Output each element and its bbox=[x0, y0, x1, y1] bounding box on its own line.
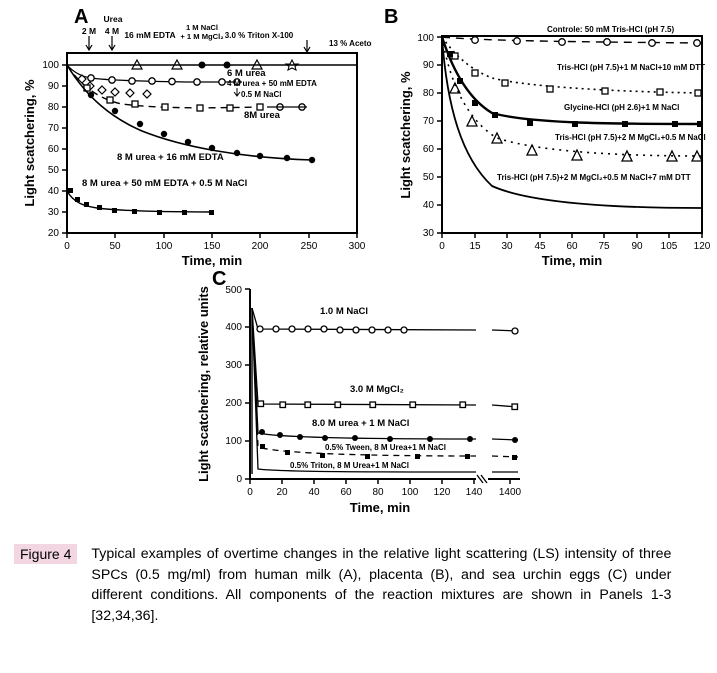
svg-text:Controle: 50 mM Tris-HCl (pH 7: Controle: 50 mM Tris-HCl (pH 7.5) bbox=[547, 25, 674, 34]
svg-text:400: 400 bbox=[225, 322, 242, 333]
svg-text:75: 75 bbox=[598, 241, 610, 252]
svg-text:250: 250 bbox=[301, 241, 318, 252]
svg-text:1 M NaCl: 1 M NaCl bbox=[186, 23, 218, 32]
svg-text:0: 0 bbox=[236, 474, 242, 485]
svg-text:500: 500 bbox=[225, 285, 242, 296]
svg-text:80: 80 bbox=[372, 487, 384, 498]
svg-text:50: 50 bbox=[48, 165, 60, 176]
svg-text:8 M urea + 50 mM EDTA + 0.5 M: 8 M urea + 50 mM EDTA + 0.5 M NaCl bbox=[82, 178, 247, 189]
svg-text:200: 200 bbox=[252, 241, 269, 252]
svg-text:40: 40 bbox=[48, 186, 60, 197]
svg-text:0: 0 bbox=[64, 241, 70, 252]
svg-text:6 M urea: 6 M urea bbox=[227, 68, 266, 79]
svg-text:100: 100 bbox=[156, 241, 173, 252]
chart-c: 0 100 200 300 400 500 0 20 40 60 80 100 … bbox=[180, 274, 540, 519]
svg-text:4 M: 4 M bbox=[105, 26, 119, 36]
svg-text:300: 300 bbox=[349, 241, 366, 252]
svg-text:40: 40 bbox=[308, 487, 320, 498]
svg-text:120: 120 bbox=[694, 241, 711, 252]
xlabel-b: Time, min bbox=[542, 253, 603, 268]
svg-text:15: 15 bbox=[469, 241, 481, 252]
chart-a: 20 30 40 50 60 70 80 90 100 0 50 100 150… bbox=[12, 8, 372, 268]
arrows-a: Urea 2 M 4 M 16 mM EDTA 1 M NaCl + 1 M M… bbox=[82, 14, 372, 52]
svg-text:13 % Acetonitril: 13 % Acetonitril bbox=[329, 39, 372, 48]
svg-text:Urea: Urea bbox=[104, 14, 123, 24]
svg-text:60: 60 bbox=[340, 487, 352, 498]
panel-label-c: C bbox=[212, 268, 226, 291]
chart-b: 30 40 50 60 70 80 90 100 0 15 30 45 60 7… bbox=[392, 8, 712, 268]
series-glycine: Glycine-HCl (pH 2.6)+1 M NaCl bbox=[442, 37, 703, 127]
series-3m-mgcl2: 3.0 M MgCl₂ bbox=[252, 308, 518, 410]
svg-text:100: 100 bbox=[42, 60, 59, 71]
svg-text:4 M urea + 50 mM EDTA: 4 M urea + 50 mM EDTA bbox=[227, 79, 317, 88]
svg-text:8M urea: 8M urea bbox=[244, 110, 281, 121]
ylabel-c: Light scatchering, relative units bbox=[196, 286, 211, 482]
ylabel-b: Light scatchering, % bbox=[398, 71, 413, 199]
svg-text:90: 90 bbox=[423, 60, 435, 71]
svg-text:1.0 M NaCl: 1.0 M NaCl bbox=[320, 306, 368, 317]
panel-c: C 0 100 200 300 400 500 0 20 40 60 80 10… bbox=[180, 274, 540, 534]
svg-text:40: 40 bbox=[423, 200, 435, 211]
svg-text:Tris-HCl (pH 7.5)+2 M MgCl₂+0.: Tris-HCl (pH 7.5)+2 M MgCl₂+0.5 M NaCl bbox=[555, 133, 706, 142]
svg-text:0.5% Triton, 8 M Urea+1 M NaCl: 0.5% Triton, 8 M Urea+1 M NaCl bbox=[290, 461, 409, 470]
panel-a: A 20 30 40 50 60 70 80 90 100 0 50 1 bbox=[12, 8, 372, 268]
svg-text:20: 20 bbox=[276, 487, 288, 498]
svg-text:70: 70 bbox=[48, 123, 60, 134]
svg-text:70: 70 bbox=[423, 116, 435, 127]
svg-text:16 mM EDTA: 16 mM EDTA bbox=[124, 30, 175, 40]
series-tris-mgcl: Tris-HCl (pH 7.5)+2 M MgCl₂+0.5 M NaCl bbox=[442, 37, 706, 161]
y-ticks-a: 20 30 40 50 60 70 80 90 100 bbox=[42, 60, 67, 239]
panel-b: B 30 40 50 60 70 80 90 100 0 15 30 45 60… bbox=[392, 8, 712, 268]
x-ticks-a: 0 50 100 150 200 250 300 bbox=[64, 233, 366, 252]
svg-text:0: 0 bbox=[439, 241, 445, 252]
figure-caption: Figure 4 Typical examples of overtime ch… bbox=[12, 544, 705, 626]
svg-text:Tris-HCl (pH 7.5)+2 M MgCl₂+0.: Tris-HCl (pH 7.5)+2 M MgCl₂+0.5 M NaCl+7… bbox=[497, 173, 691, 182]
caption-text: Typical examples of overtime changes in … bbox=[91, 544, 671, 626]
xlabel-c: Time, min bbox=[350, 500, 411, 515]
svg-text:3.0 M MgCl₂: 3.0 M MgCl₂ bbox=[350, 384, 404, 395]
svg-text:100: 100 bbox=[402, 487, 419, 498]
svg-text:Glycine-HCl (pH 2.6)+1 M NaCl: Glycine-HCl (pH 2.6)+1 M NaCl bbox=[564, 103, 679, 112]
svg-text:140: 140 bbox=[466, 487, 483, 498]
svg-text:0: 0 bbox=[247, 487, 253, 498]
panel-label-a: A bbox=[74, 6, 88, 29]
svg-text:0.5% Tween, 8 M Urea+1 M NaCl: 0.5% Tween, 8 M Urea+1 M NaCl bbox=[325, 443, 446, 452]
svg-text:0.5 M NaCl: 0.5 M NaCl bbox=[241, 90, 281, 99]
series-tris-nacl-dtt: Tris-HCl (pH 7.5)+1 M NaCl+10 mM DTT bbox=[442, 37, 705, 96]
svg-text:1400: 1400 bbox=[499, 487, 522, 498]
svg-text:60: 60 bbox=[566, 241, 578, 252]
svg-text:30: 30 bbox=[423, 228, 435, 239]
figure-tag: Figure 4 bbox=[14, 544, 77, 564]
svg-text:90: 90 bbox=[48, 81, 60, 92]
svg-text:50: 50 bbox=[423, 172, 435, 183]
xlabel-a: Time, min bbox=[182, 253, 243, 268]
svg-text:300: 300 bbox=[225, 360, 242, 371]
ylabel-a: Light scatchering, % bbox=[22, 79, 37, 207]
svg-text:60: 60 bbox=[423, 144, 435, 155]
svg-text:30: 30 bbox=[501, 241, 513, 252]
svg-text:20: 20 bbox=[48, 228, 60, 239]
svg-text:200: 200 bbox=[225, 398, 242, 409]
svg-text:80: 80 bbox=[48, 102, 60, 113]
svg-text:50: 50 bbox=[109, 241, 121, 252]
svg-text:150: 150 bbox=[204, 241, 221, 252]
svg-text:45: 45 bbox=[534, 241, 546, 252]
svg-text:30: 30 bbox=[48, 207, 60, 218]
svg-text:8 M urea + 16 mM EDTA: 8 M urea + 16 mM EDTA bbox=[117, 152, 224, 163]
svg-text:80: 80 bbox=[423, 88, 435, 99]
svg-text:Tris-HCl (pH 7.5)+1 M NaCl+10: Tris-HCl (pH 7.5)+1 M NaCl+10 mM DTT bbox=[557, 63, 705, 72]
svg-text:8.0 M urea + 1 M NaCl: 8.0 M urea + 1 M NaCl bbox=[312, 418, 409, 429]
svg-text:+ 1 M MgCl₂: + 1 M MgCl₂ bbox=[180, 32, 223, 41]
svg-text:100: 100 bbox=[417, 33, 434, 44]
series-1m-nacl: 1.0 M NaCl bbox=[252, 306, 518, 334]
svg-text:120: 120 bbox=[434, 487, 451, 498]
svg-text:100: 100 bbox=[225, 436, 242, 447]
panel-label-b: B bbox=[384, 6, 398, 29]
svg-text:90: 90 bbox=[631, 241, 643, 252]
svg-text:3.0 % Triton X-100: 3.0 % Triton X-100 bbox=[225, 31, 294, 40]
svg-text:60: 60 bbox=[48, 144, 60, 155]
svg-text:105: 105 bbox=[661, 241, 678, 252]
